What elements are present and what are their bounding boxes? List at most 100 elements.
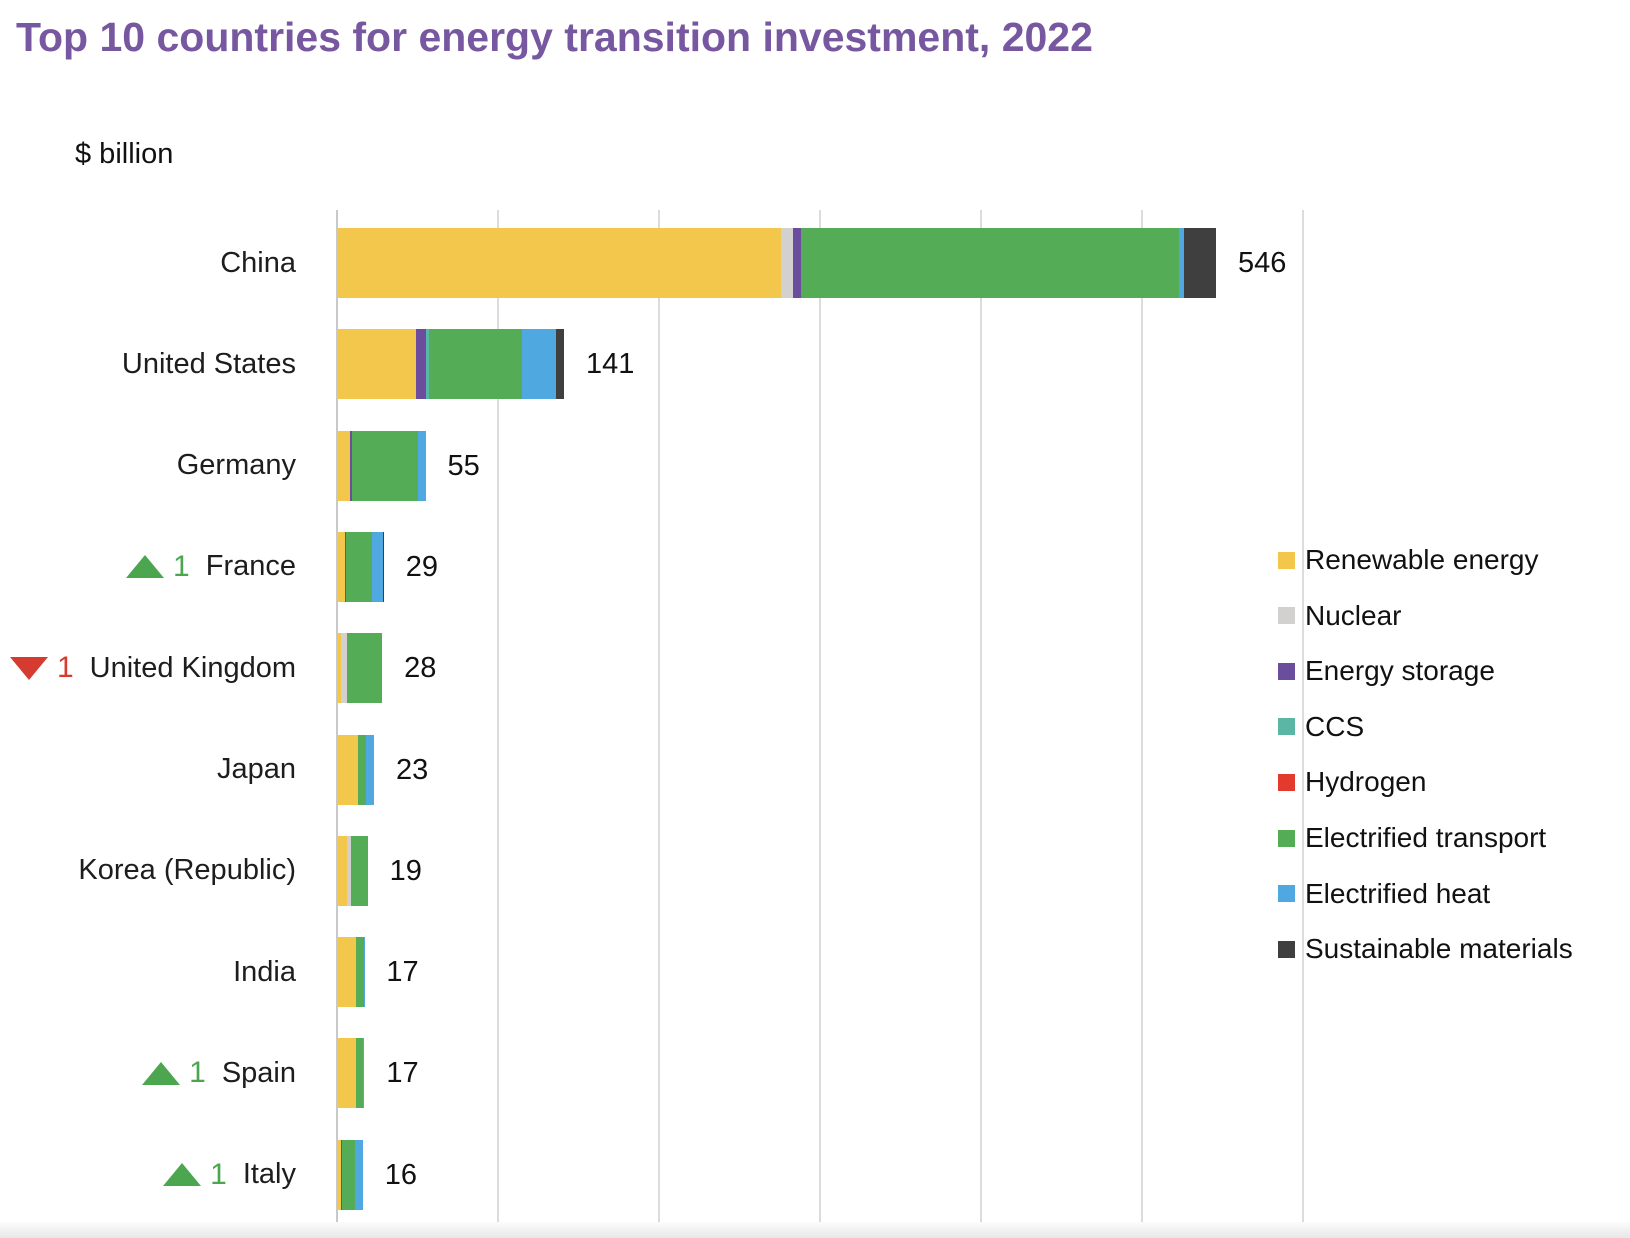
country-name: Germany <box>176 449 296 482</box>
legend-label: CCS <box>1305 710 1365 742</box>
bar-segment-renewable-energy <box>337 228 782 298</box>
category-label-china: China <box>220 228 296 298</box>
bar-segment-energy-storage <box>345 531 346 602</box>
bar-germany <box>337 430 426 501</box>
legend-swatch-renewable-energy <box>1278 551 1295 569</box>
bar-china <box>337 228 1217 298</box>
bar-segment-electrified-heat <box>1179 228 1184 298</box>
value-label-united-kingdom: 28 <box>404 652 437 685</box>
bar-italy <box>337 1139 363 1210</box>
category-label-france: 1 France <box>126 532 296 602</box>
bar-segment-electrified-heat <box>363 937 365 1008</box>
legend-item-electrified-heat: Electrified heat <box>1278 872 1490 916</box>
rank-up-indicator: 1 <box>142 1056 206 1090</box>
legend-label: Hydrogen <box>1305 766 1427 798</box>
country-name: France <box>205 550 296 583</box>
value-label-china: 546 <box>1238 247 1287 279</box>
bar-segment-energy-storage <box>341 1139 342 1210</box>
bar-segment-electrified-transport <box>355 937 364 1008</box>
rank-change-value: 1 <box>189 1056 206 1090</box>
value-label-united-states: 141 <box>586 348 635 381</box>
category-label-germany: Germany <box>177 431 296 501</box>
bar-segment-electrified-transport <box>345 531 372 602</box>
gridline <box>980 210 982 1222</box>
legend-item-renewable-energy: Renewable energy <box>1278 538 1539 582</box>
bar-segment-electrified-heat <box>522 329 556 400</box>
axis-unit-label: $ billion <box>75 138 174 170</box>
category-label-korea-republic: Korea (Republic) <box>78 836 296 906</box>
bar-segment-electrified-transport <box>341 1139 356 1210</box>
value-label-spain: 17 <box>386 1057 419 1090</box>
country-name: United States <box>121 347 296 380</box>
category-label-united-states: United States <box>122 329 296 399</box>
country-name: Spain <box>221 1056 296 1089</box>
rank-down-indicator: 1 <box>9 651 74 685</box>
legend-label: Renewable energy <box>1305 544 1539 575</box>
value-label-italy: 16 <box>384 1158 418 1191</box>
legend-swatch-sustainable-materials <box>1278 940 1295 958</box>
bar-segment-sustainable-materials <box>382 531 384 602</box>
category-label-united-kingdom: 1 United Kingdom <box>9 633 296 703</box>
bar-segment-sustainable-materials <box>555 329 564 400</box>
rank-up-icon <box>142 1061 181 1085</box>
bar-segment-renewable-energy <box>337 1139 342 1210</box>
rank-up-icon <box>163 1163 202 1187</box>
legend-swatch-hydrogen <box>1278 773 1295 791</box>
legend-item-nuclear: Nuclear <box>1278 594 1401 638</box>
gridline <box>819 210 821 1222</box>
chart-title: Top 10 countries for energy transition i… <box>16 14 1093 60</box>
bar-segment-nuclear <box>781 228 793 298</box>
value-label-korea-republic: 19 <box>389 854 422 887</box>
bar-segment-electrified-heat <box>362 1038 365 1109</box>
legend-swatch-electrified-transport <box>1278 829 1295 847</box>
legend-item-hydrogen: Hydrogen <box>1278 760 1426 804</box>
bar-segment-electrified-transport <box>350 835 368 906</box>
legend-swatch-energy-storage <box>1278 662 1295 680</box>
legend-item-sustainable-materials: Sustainable materials <box>1278 927 1573 971</box>
legend-label: Electrified heat <box>1305 877 1491 909</box>
legend-swatch-electrified-heat <box>1278 885 1295 903</box>
legend-item-ccs: CCS <box>1278 705 1364 749</box>
category-label-japan: Japan <box>217 735 296 805</box>
legend-item-energy-storage: Energy storage <box>1278 649 1495 693</box>
country-name: India <box>233 955 296 988</box>
bar-segment-electrified-heat <box>371 531 383 602</box>
gridline <box>1302 210 1304 1222</box>
bar-segment-electrified-heat <box>418 430 426 501</box>
rank-up-indicator: 1 <box>126 550 190 584</box>
category-label-italy: 1 Italy <box>163 1140 296 1210</box>
country-name: Italy <box>242 1158 296 1191</box>
bar-segment-electrified-transport <box>355 1038 363 1109</box>
bar-segment-renewable-energy <box>337 430 350 501</box>
legend-swatch-ccs <box>1278 718 1295 736</box>
bar-korea-republic <box>337 835 368 906</box>
bar-segment-energy-storage <box>792 228 801 298</box>
value-label-japan: 23 <box>396 753 429 786</box>
bar-spain <box>337 1038 365 1109</box>
rank-change-value: 1 <box>173 549 190 583</box>
bar-segment-nuclear <box>346 835 351 906</box>
value-label-india: 17 <box>386 956 419 989</box>
category-label-india: India <box>233 937 296 1007</box>
gridline <box>1141 210 1143 1222</box>
gridline <box>658 210 660 1222</box>
legend-label: Sustainable materials <box>1305 933 1573 965</box>
gridline <box>497 210 499 1222</box>
bar-segment-renewable-energy <box>337 1038 356 1109</box>
value-label-germany: 55 <box>447 449 480 482</box>
bar-france <box>337 531 384 602</box>
bar-segment-energy-storage <box>349 430 353 501</box>
country-name: China <box>220 246 296 279</box>
bar-segment-electrified-transport <box>357 734 366 805</box>
legend-label: Nuclear <box>1305 599 1402 631</box>
bar-segment-electrified-transport <box>800 228 1180 298</box>
category-label-spain: 1 Spain <box>142 1038 296 1108</box>
bar-united-kingdom <box>337 633 383 704</box>
country-name: Korea (Republic) <box>78 854 296 887</box>
rank-down-icon <box>9 656 48 680</box>
bar-united-states <box>337 329 564 400</box>
bar-segment-electrified-heat <box>355 1139 363 1210</box>
bar-segment-electrified-transport <box>352 430 419 501</box>
legend-label: Energy storage <box>1305 655 1495 687</box>
